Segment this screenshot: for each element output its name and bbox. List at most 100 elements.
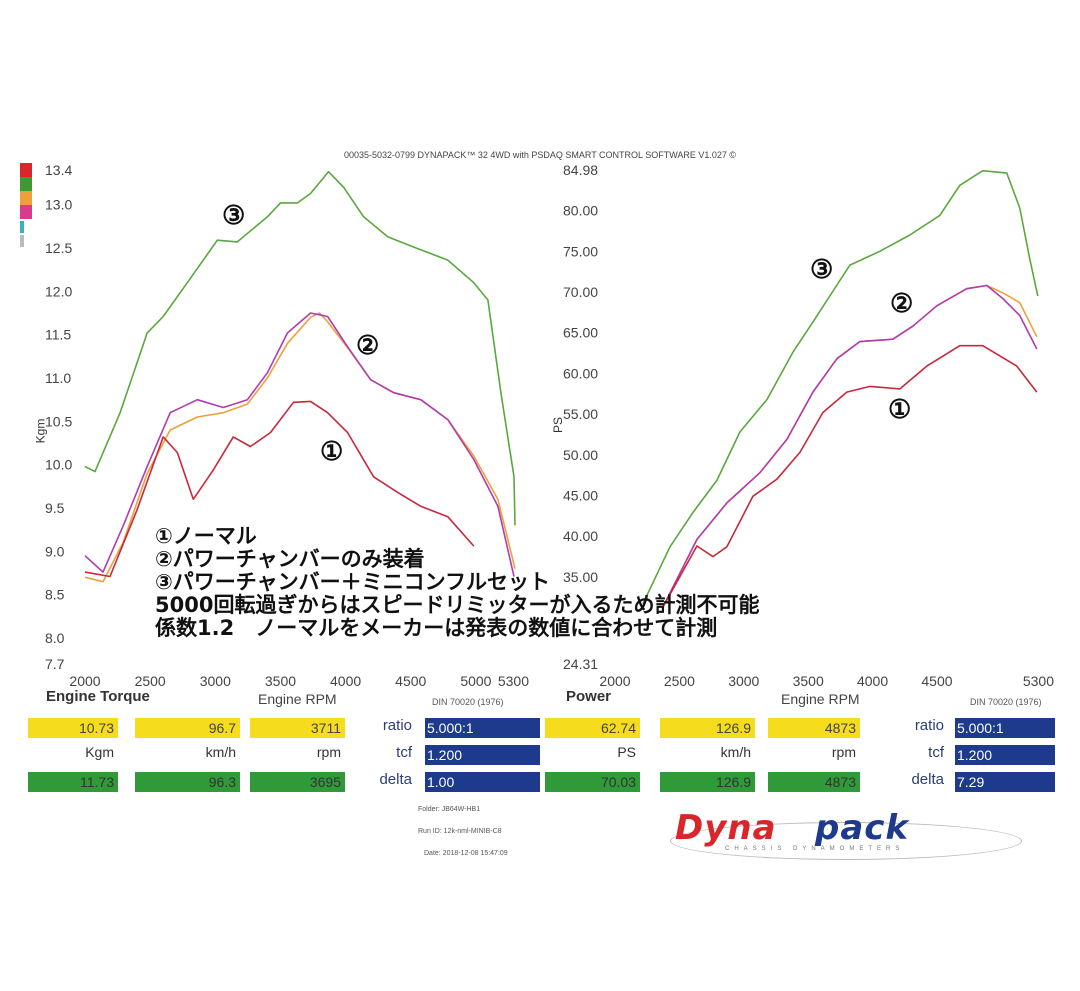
torque-title: Engine Torque bbox=[46, 688, 150, 705]
tcf-value: 1.200 bbox=[425, 745, 540, 765]
ratio-value: 5.000:1 bbox=[955, 718, 1055, 738]
note-line: 係数1.2 ノーマルをメーカーは発表の数値に合わせて計測 bbox=[155, 616, 718, 640]
x-tick-label: 5300 bbox=[1023, 673, 1054, 689]
legend-swatch bbox=[20, 191, 32, 205]
y-tick-label: 8.0 bbox=[45, 630, 65, 646]
delta-label: delta bbox=[911, 771, 944, 788]
tcf-value: 1.200 bbox=[955, 745, 1055, 765]
yellow-readout-cell: 10.73 bbox=[28, 718, 118, 738]
power-label-3: ③ bbox=[810, 254, 834, 284]
japanese-notes: ①ノーマル ②パワーチャンバーのみ装着 ③パワーチャンバー＋ミニコンフルセット … bbox=[155, 525, 759, 640]
unit-label: km/h bbox=[720, 744, 751, 760]
x-tick-label: 4500 bbox=[921, 673, 952, 689]
torque-label-2: ② bbox=[356, 330, 380, 360]
note-line: ①ノーマル bbox=[155, 524, 257, 548]
power-label-2: ② bbox=[890, 288, 914, 318]
delta-value: 1.00 bbox=[425, 772, 540, 792]
y-tick-label: 70.00 bbox=[563, 284, 598, 300]
green-readout-cell: 3695 bbox=[250, 772, 345, 792]
series-line-3 bbox=[84, 170, 516, 526]
green-readout-cell: 70.03 bbox=[545, 772, 640, 792]
logo-text-dyna: Dyna bbox=[675, 808, 777, 848]
torque-y-label: Kgm bbox=[33, 418, 48, 444]
green-readout-cell: 4873 bbox=[768, 772, 860, 792]
yellow-readout-cell: 62.74 bbox=[545, 718, 640, 738]
run-id-info: Run ID: 12k-nml-MINIB-C8 bbox=[418, 828, 502, 835]
power-y-label: PS bbox=[551, 416, 566, 434]
x-tick-label: 3500 bbox=[793, 673, 824, 689]
y-tick-label: 10.0 bbox=[45, 457, 72, 473]
x-tick-label: 2000 bbox=[69, 673, 100, 689]
folder-info: Folder: JB64W-HB1 bbox=[418, 806, 481, 813]
unit-label: rpm bbox=[316, 744, 341, 760]
dyno-charts: 13.4 13.0 12.5 12.0 11.5 11.0 10.5 10.0 9.5 9.0 8.… bbox=[45, 162, 1054, 689]
note-line: ③パワーチャンバー＋ミニコンフルセット bbox=[155, 570, 550, 594]
legend-swatch bbox=[20, 205, 32, 219]
y-tick-label: 13.0 bbox=[45, 197, 72, 213]
logo-tagline: CHASSIS DYNAMOMETERS bbox=[725, 846, 905, 852]
logo-swoosh bbox=[670, 822, 1022, 860]
y-tick-label: 84.98 bbox=[563, 162, 598, 178]
y-tick-label: 7.7 bbox=[45, 656, 65, 672]
note-line: 5000回転過ぎからはスピードリミッターが入るため計測不可能 bbox=[155, 593, 760, 617]
power-standard: DIN 70020 (1976) bbox=[970, 697, 1042, 707]
series-line-2b bbox=[84, 312, 515, 577]
logo-text-pack: pack bbox=[815, 808, 910, 848]
x-tick-label: 3000 bbox=[728, 673, 759, 689]
x-tick-label: 2500 bbox=[664, 673, 695, 689]
yellow-readout-cell: 96.7 bbox=[135, 718, 240, 738]
x-tick-label: 5300 bbox=[498, 673, 529, 689]
y-tick-label: 65.00 bbox=[563, 325, 598, 341]
y-tick-label: 35.00 bbox=[563, 569, 598, 585]
ratio-value: 5.000:1 bbox=[425, 718, 540, 738]
y-tick-label: 24.31 bbox=[563, 656, 598, 672]
torque-x-label: Engine RPM bbox=[258, 691, 337, 707]
green-readout-cell: 11.73 bbox=[28, 772, 118, 792]
date-info: Date: 2018-12-08 15:47:09 bbox=[424, 850, 508, 857]
ratio-label: ratio bbox=[382, 717, 412, 734]
x-tick-label: 2000 bbox=[599, 673, 630, 689]
x-tick-label: 2500 bbox=[135, 673, 166, 689]
green-readout-cell: 96.3 bbox=[135, 772, 240, 792]
y-tick-label: 10.5 bbox=[45, 413, 72, 429]
y-tick-label: 11.0 bbox=[45, 370, 71, 386]
unit-label: km/h bbox=[205, 744, 236, 760]
series-line-2b bbox=[662, 284, 1038, 608]
x-tick-label: 4500 bbox=[395, 673, 426, 689]
y-tick-label: 60.00 bbox=[563, 365, 598, 381]
report-header: 00035-5032-0799 DYNAPACK™ 32 4WD with PS… bbox=[343, 150, 737, 160]
torque-label-1: ① bbox=[320, 436, 344, 466]
delta-label: delta bbox=[379, 771, 412, 788]
power-label-1: ① bbox=[888, 394, 912, 424]
y-tick-label: 75.00 bbox=[563, 243, 598, 259]
x-tick-label: 5000 bbox=[460, 673, 491, 689]
y-tick-label: 12.5 bbox=[45, 240, 72, 256]
delta-value: 7.29 bbox=[955, 772, 1055, 792]
yellow-readout-cell: 126.9 bbox=[660, 718, 755, 738]
dynapack-logo: Dyna pack CHASSIS DYNAMOMETERS bbox=[670, 808, 1022, 860]
series-line-1 bbox=[84, 400, 475, 578]
green-readout-cell: 126.9 bbox=[660, 772, 755, 792]
y-tick-label: 13.4 bbox=[45, 162, 72, 178]
y-tick-label: 80.00 bbox=[563, 203, 598, 219]
legend-swatch bbox=[20, 235, 24, 247]
power-x-label: Engine RPM bbox=[781, 691, 860, 707]
unit-label: Kgm bbox=[85, 744, 114, 760]
torque-label-3: ③ bbox=[222, 200, 246, 230]
y-tick-label: 55.00 bbox=[563, 406, 598, 422]
torque-standard: DIN 70020 (1976) bbox=[432, 697, 504, 707]
legend-swatch bbox=[20, 221, 24, 233]
series-line-3 bbox=[642, 169, 1039, 605]
power-title: Power bbox=[566, 688, 612, 705]
x-tick-label: 4000 bbox=[330, 673, 361, 689]
x-tick-label: 3000 bbox=[200, 673, 231, 689]
yellow-readout-cell: 4873 bbox=[768, 718, 860, 738]
y-tick-label: 40.00 bbox=[563, 528, 598, 544]
tcf-label: tcf bbox=[396, 744, 412, 761]
y-tick-label: 45.00 bbox=[563, 488, 598, 504]
unit-label: rpm bbox=[831, 744, 856, 760]
y-tick-label: 9.0 bbox=[45, 543, 65, 559]
series-line-1 bbox=[662, 344, 1038, 608]
y-tick-label: 50.00 bbox=[563, 447, 598, 463]
legend-swatch bbox=[20, 163, 32, 177]
